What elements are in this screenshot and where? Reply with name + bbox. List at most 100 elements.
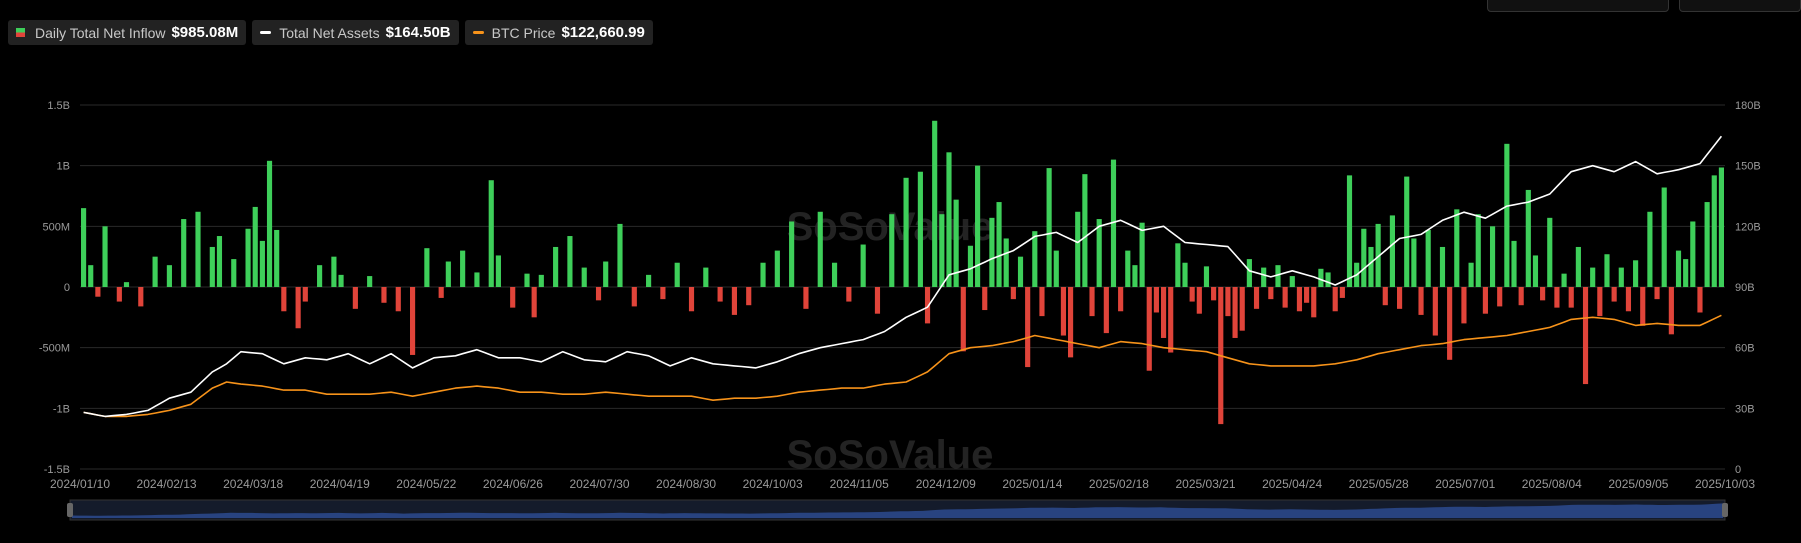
x-tick-label: 2024/06/26 xyxy=(483,477,543,491)
inflow-bar xyxy=(1697,287,1703,313)
inflow-bar xyxy=(1497,287,1503,307)
inflow-bar xyxy=(803,287,809,309)
inflow-bar xyxy=(731,287,737,315)
left-tick-label: 1.5B xyxy=(47,100,70,112)
legend-chip-assets[interactable]: Total Net Assets $164.50B xyxy=(252,20,459,45)
inflow-bar xyxy=(1046,168,1052,287)
legend: Daily Total Net Inflow $985.08M Total Ne… xyxy=(8,20,653,45)
left-tick-label: -1.5B xyxy=(44,464,70,476)
inflow-bar xyxy=(932,120,938,287)
inflow-bar xyxy=(1196,287,1202,314)
inflow-bar xyxy=(1504,143,1510,287)
inflow-bar xyxy=(975,165,981,287)
inflow-bar xyxy=(1532,255,1539,287)
inflow-bar xyxy=(1182,262,1188,287)
x-tick-label: 2024/05/22 xyxy=(396,477,456,491)
inflow-bar xyxy=(1261,267,1267,287)
inflow-bar xyxy=(1554,287,1560,308)
assets-swatch-icon xyxy=(260,31,272,34)
inflow-bar xyxy=(245,228,251,287)
inflow-bar xyxy=(860,244,866,287)
inflow-bar xyxy=(581,267,587,287)
navigator-series xyxy=(72,503,1723,518)
inflow-bar xyxy=(1582,287,1589,385)
inflow-bar xyxy=(1425,229,1431,287)
legend-chip-inflow[interactable]: Daily Total Net Inflow $985.08M xyxy=(8,20,247,45)
inflow-swatch-icon xyxy=(16,28,25,37)
x-tick-label: 2024/08/30 xyxy=(656,477,716,491)
legend-inflow-value: $985.08M xyxy=(171,24,239,41)
inflow-bar xyxy=(445,261,451,287)
inflow-bar xyxy=(95,287,101,297)
x-tick-label: 2024/10/03 xyxy=(743,477,803,491)
inflow-bar xyxy=(953,199,959,287)
btc-swatch-icon xyxy=(472,31,484,34)
inflow-bar xyxy=(302,287,308,302)
inflow-bar xyxy=(1382,287,1388,306)
inflow-bar xyxy=(1575,246,1581,287)
inflow-bar xyxy=(595,287,602,301)
inflow-bar xyxy=(1411,238,1417,287)
inflow-bar xyxy=(1711,175,1717,287)
inflow-bar xyxy=(1647,211,1653,287)
inflow-bar xyxy=(1110,159,1117,287)
x-tick-label: 2024/02/13 xyxy=(137,477,197,491)
inflow-bar xyxy=(495,255,501,287)
legend-inflow-label: Daily Total Net Inflow xyxy=(35,24,166,41)
inflow-bar xyxy=(567,236,573,287)
inflow-bar xyxy=(1432,287,1438,336)
navigator-left-handle[interactable] xyxy=(67,503,73,517)
navigator-right-handle[interactable] xyxy=(1722,503,1728,517)
inflow-bar xyxy=(703,267,709,287)
inflow-bar xyxy=(1397,287,1403,309)
left-tick-label: -500M xyxy=(39,343,70,355)
inflow-bar xyxy=(774,250,780,287)
legend-btc-value: $122,660.99 xyxy=(561,24,645,41)
inflow-bar xyxy=(874,287,881,314)
inflow-bar xyxy=(1153,287,1159,313)
inflow-bar xyxy=(1010,287,1016,300)
right-tick-label: 150B xyxy=(1735,161,1761,173)
inflow-bar xyxy=(1640,287,1646,326)
inflow-bar xyxy=(524,273,530,287)
inflow-bar xyxy=(1096,219,1102,287)
inflow-bar xyxy=(295,287,301,329)
inflow-bar xyxy=(216,236,223,287)
inflow-bar xyxy=(1568,287,1574,308)
inflow-bar xyxy=(1511,240,1517,287)
x-tick-label: 2025/02/18 xyxy=(1089,477,1149,491)
inflow-bar xyxy=(553,246,559,287)
inflow-bar xyxy=(1146,287,1152,371)
inflow-bar xyxy=(1690,221,1696,287)
inflow-bar xyxy=(688,287,695,312)
inflow-bar xyxy=(1618,267,1624,287)
inflow-bar xyxy=(1489,226,1496,287)
legend-chip-btc[interactable]: BTC Price $122,660.99 xyxy=(464,20,653,45)
range-selector-button[interactable] xyxy=(1487,0,1669,12)
legend-btc-label: BTC Price xyxy=(491,24,556,41)
inflow-bar xyxy=(1132,265,1138,287)
inflow-bar xyxy=(1454,209,1460,287)
inflow-bar xyxy=(166,265,172,287)
inflow-bar xyxy=(1339,287,1345,298)
inflow-bar xyxy=(717,287,723,302)
inflow-bar xyxy=(1189,287,1195,302)
right-tick-label: 90B xyxy=(1735,282,1755,294)
left-tick-label: 0 xyxy=(64,282,70,294)
inflow-bar xyxy=(1525,189,1531,287)
inflow-bar xyxy=(123,282,130,287)
btc-price-line xyxy=(83,314,1722,418)
total-net-assets-line xyxy=(83,135,1723,418)
inflow-bar xyxy=(1540,287,1546,301)
inflow-bar xyxy=(1668,287,1674,335)
inflow-bar xyxy=(831,262,838,287)
inflow-bar xyxy=(1296,287,1303,312)
inflow-bar xyxy=(631,287,637,307)
inflow-bar xyxy=(946,152,952,287)
inflow-bar xyxy=(1125,250,1131,287)
inflow-bar xyxy=(903,177,909,287)
inflow-bar xyxy=(1075,211,1081,287)
inflow-bar xyxy=(367,276,373,287)
inflow-bar xyxy=(1068,287,1074,358)
